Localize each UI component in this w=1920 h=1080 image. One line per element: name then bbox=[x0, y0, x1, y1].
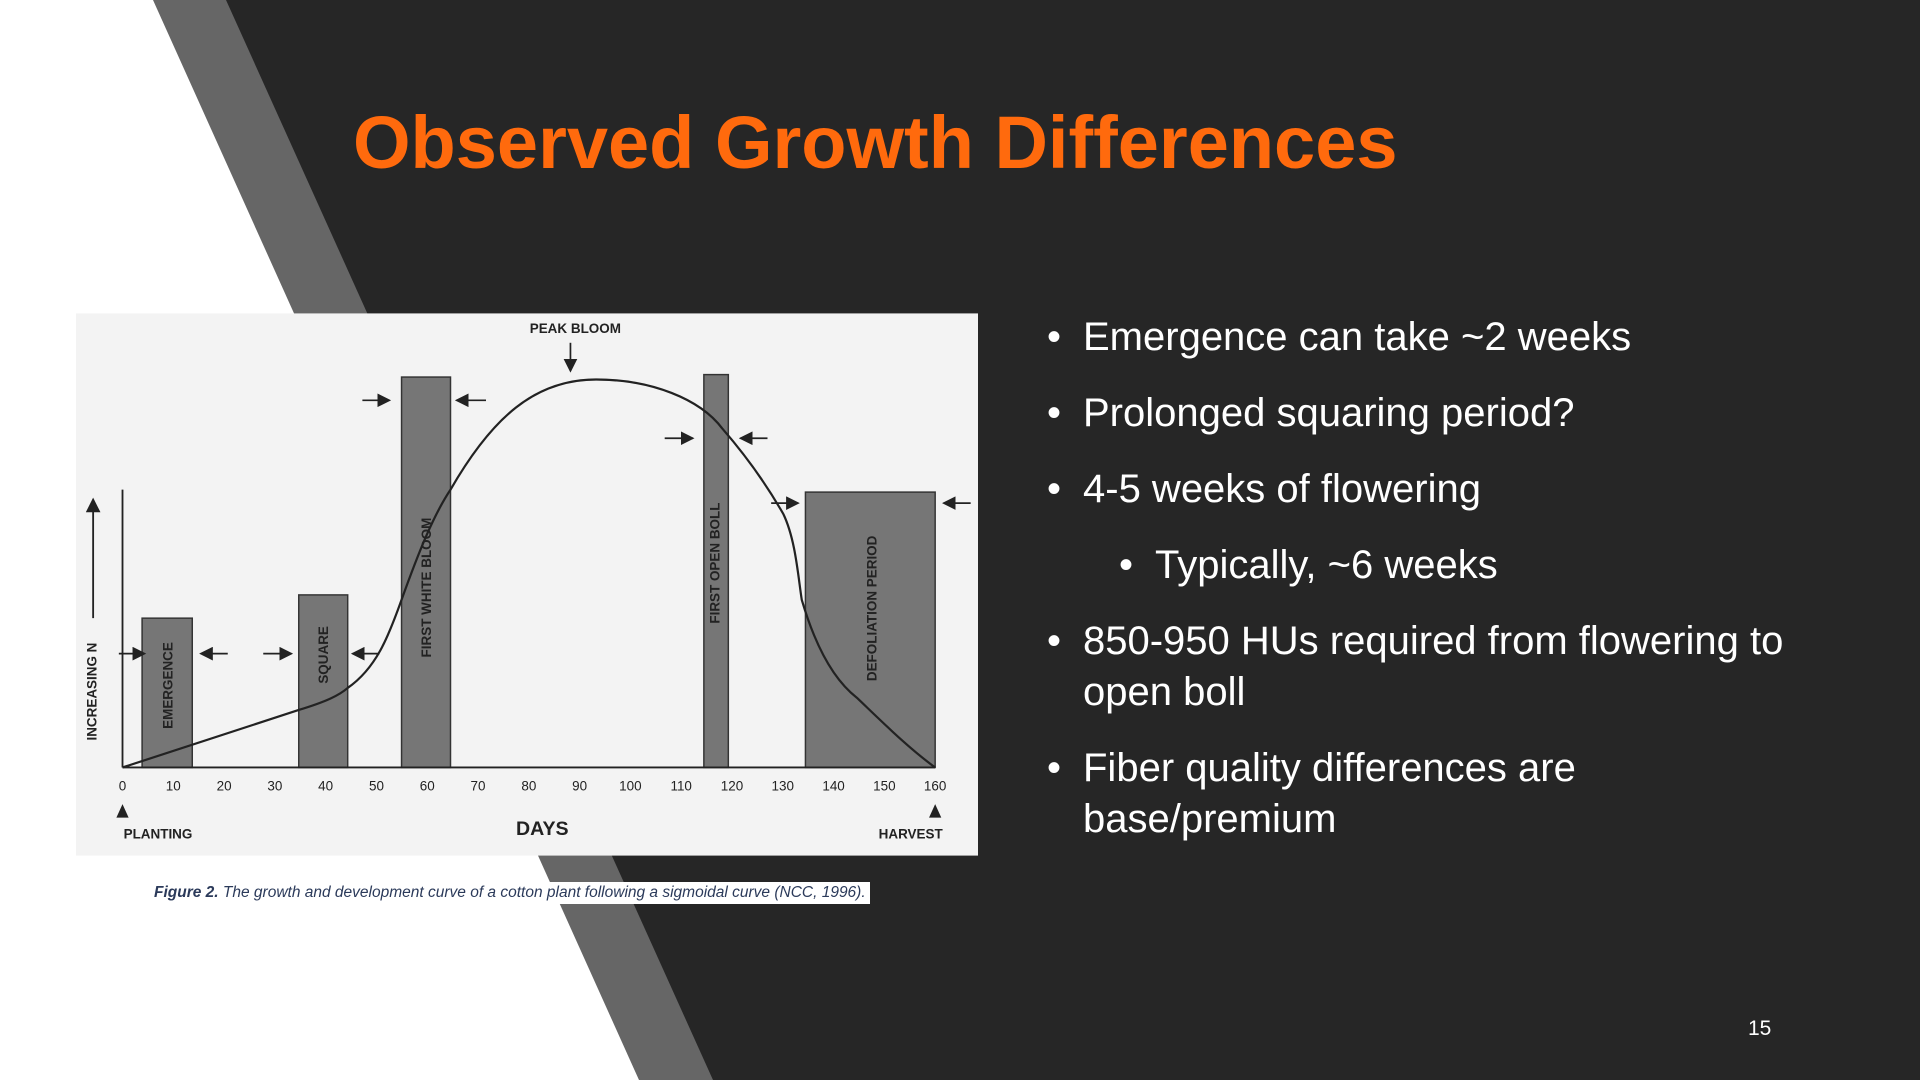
growth-curve bbox=[122, 378, 936, 769]
stage-bar bbox=[141, 617, 194, 769]
bullet-text: 4-5 weeks of flowering bbox=[1083, 467, 1481, 511]
end-marker bbox=[929, 804, 942, 818]
bullet-dot: • bbox=[1119, 543, 1134, 587]
bullet: • Prolonged squaring period? bbox=[1047, 388, 1807, 439]
end-label: HARVEST bbox=[879, 826, 944, 841]
stage-label: EMERGENCE bbox=[161, 642, 176, 729]
bullet-text: Typically, ~6 weeks bbox=[1155, 543, 1498, 587]
sub-bullet: • Typically, ~6 weeks bbox=[1119, 540, 1807, 591]
bullet-text: Prolonged squaring period? bbox=[1083, 391, 1575, 435]
stage-bar bbox=[804, 491, 936, 769]
bullet-text: Emergence can take ~2 weeks bbox=[1083, 315, 1632, 359]
figure: 0 10 20 30 40 50 60 70 80 90 100 110 120 130 140 150 160… bbox=[76, 313, 978, 856]
x-tick-label: 150 bbox=[873, 779, 895, 794]
x-tick-label: 80 bbox=[521, 779, 536, 794]
stage-bar bbox=[703, 373, 730, 769]
page-number: 15 bbox=[1748, 1017, 1772, 1040]
bullet-dot: • bbox=[1047, 746, 1062, 790]
stage-label: SQUARE bbox=[316, 626, 331, 684]
bullet: • 4-5 weeks of flowering bbox=[1047, 464, 1807, 515]
slide-title: Observed Growth Differences bbox=[353, 101, 1398, 184]
start-marker bbox=[116, 804, 129, 818]
y-axis-title: INCREASING N bbox=[85, 643, 100, 741]
x-tick-label: 100 bbox=[619, 779, 641, 794]
caption-label: Figure 2. bbox=[154, 884, 219, 901]
x-tick-label: 60 bbox=[420, 779, 435, 794]
x-tick-label: 160 bbox=[924, 779, 946, 794]
x-tick-label: 30 bbox=[267, 779, 282, 794]
bullet: • Fiber quality differences are base/prem… bbox=[1047, 743, 1807, 845]
x-tick-label: 90 bbox=[572, 779, 587, 794]
bullet-text: 850-950 HUs required from flowering to o… bbox=[1083, 619, 1784, 714]
x-tick-label: 110 bbox=[670, 779, 691, 794]
x-tick-label: 20 bbox=[217, 779, 232, 794]
x-tick-label: 10 bbox=[166, 779, 181, 794]
stage-label: DEFOLIATION PERIOD bbox=[864, 535, 879, 681]
bullet-dot: • bbox=[1047, 467, 1062, 511]
stage-bar bbox=[298, 594, 349, 769]
x-tick-label: 40 bbox=[318, 779, 333, 794]
bullet-list: • Emergence can take ~2 weeks • Prolonged s… bbox=[1047, 312, 1807, 870]
figure-plot: 0 10 20 30 40 50 60 70 80 90 100 110 120 130 140 150 160… bbox=[85, 321, 971, 841]
x-tick-label: 120 bbox=[721, 779, 743, 794]
stage-label: FIRST WHITE BLOOM bbox=[419, 518, 434, 658]
x-tick-label: 70 bbox=[471, 779, 486, 794]
bullet-dot: • bbox=[1047, 391, 1062, 435]
stage-label: FIRST OPEN BOLL bbox=[708, 503, 723, 624]
x-tick-label: 130 bbox=[772, 779, 794, 794]
bullet: • Emergence can take ~2 weeks bbox=[1047, 312, 1807, 363]
peak-label: PEAK BLOOM bbox=[530, 321, 621, 336]
x-tick-label: 140 bbox=[822, 779, 844, 794]
x-tick-label: 50 bbox=[369, 779, 384, 794]
bullet-dot: • bbox=[1047, 619, 1062, 663]
start-label: PLANTING bbox=[124, 826, 193, 841]
x-tick-label: 0 bbox=[119, 779, 126, 794]
bullet-text: Fiber quality differences are base/premi… bbox=[1083, 746, 1576, 841]
x-axis-title: DAYS bbox=[516, 818, 569, 840]
bullet: • 850-950 HUs required from flowering to … bbox=[1047, 616, 1807, 718]
caption-text: The growth and development curve of a co… bbox=[222, 884, 866, 901]
stage-bar bbox=[400, 376, 452, 769]
figure-caption: Figure 2. The growth and development cur… bbox=[150, 882, 870, 904]
bullet-dot: • bbox=[1047, 315, 1062, 359]
